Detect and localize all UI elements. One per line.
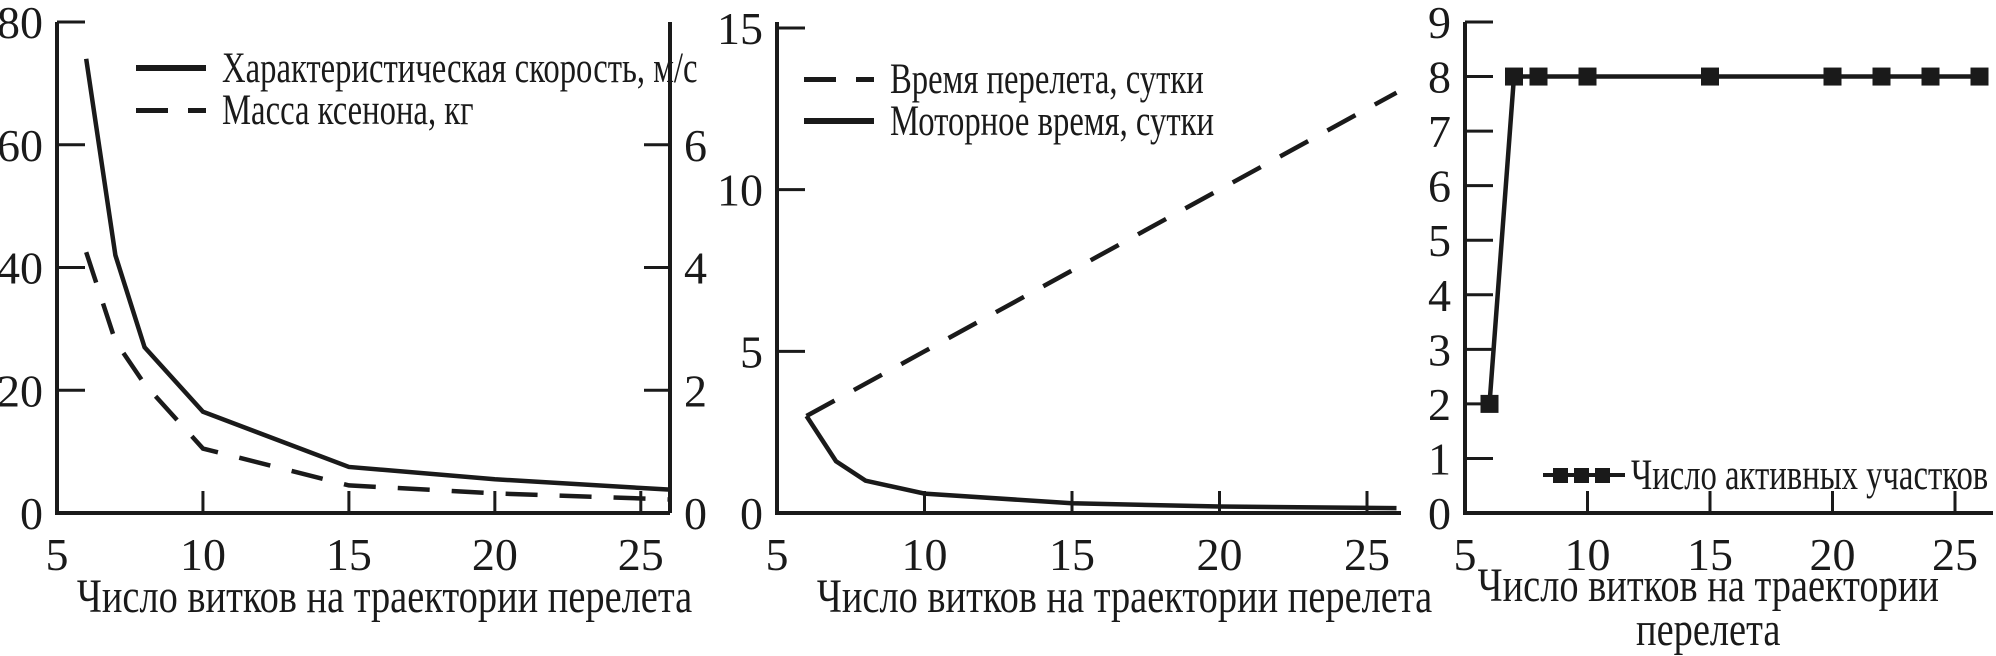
- svg-text:20: 20: [472, 529, 518, 580]
- svg-text:2: 2: [1428, 379, 1451, 430]
- legend-item-velocity: Характеристическая скорость, м/с: [136, 45, 848, 92]
- svg-text:8: 8: [1428, 52, 1451, 103]
- svg-text:6: 6: [684, 120, 707, 171]
- legend-label: Характеристическая скорость, м/с: [222, 44, 698, 92]
- svg-text:25: 25: [1932, 529, 1978, 580]
- svg-text:5: 5: [46, 529, 69, 580]
- svg-text:1: 1: [1428, 433, 1451, 484]
- svg-text:60: 60: [0, 120, 43, 171]
- svg-text:20: 20: [1197, 529, 1243, 580]
- panel-characteristic-velocity: 5 10 15 20 25 0 20 40 60 80 0 2 4 6 Характеристическа…: [0, 0, 740, 653]
- svg-text:2: 2: [684, 365, 707, 416]
- svg-text:4: 4: [684, 243, 707, 294]
- velocity-xenon-chart: 5 10 15 20 25 0 20 40 60 80 0 2 4 6: [0, 0, 707, 580]
- svg-text:15: 15: [1049, 529, 1095, 580]
- svg-text:15: 15: [1687, 529, 1733, 580]
- svg-text:6: 6: [1428, 161, 1451, 212]
- svg-text:40: 40: [0, 243, 43, 294]
- svg-text:0: 0: [1428, 488, 1451, 539]
- svg-text:9: 9: [1428, 0, 1451, 48]
- svg-text:5: 5: [1454, 529, 1477, 580]
- svg-text:15: 15: [326, 529, 372, 580]
- svg-text:7: 7: [1428, 106, 1451, 157]
- legend: Время перелета, сутки Моторное время, су…: [804, 56, 1316, 145]
- legend-item-xenon-mass: Масса ксенона, кг: [136, 87, 848, 134]
- svg-text:10: 10: [1565, 529, 1611, 580]
- x-axis-label: Число витков на траектории перелета: [816, 570, 1433, 623]
- svg-text:80: 80: [0, 0, 43, 48]
- legend: Число активных участков: [1543, 452, 1996, 499]
- legend-item-flight-time: Время перелета, сутки: [804, 56, 1316, 103]
- svg-text:20: 20: [0, 365, 43, 416]
- legend-item-active-segments: Число активных участков: [1543, 452, 1996, 499]
- svg-text:4: 4: [1428, 270, 1451, 321]
- svg-text:10: 10: [902, 529, 948, 580]
- legend-label: Моторное время, сутки: [890, 97, 1214, 145]
- svg-text:0: 0: [740, 488, 763, 539]
- legend-label: Число активных участков: [1631, 451, 1989, 499]
- svg-text:3: 3: [1428, 324, 1451, 375]
- svg-text:25: 25: [1344, 529, 1390, 580]
- square-marker-line-sample: [1543, 467, 1625, 483]
- svg-text:10: 10: [717, 165, 763, 216]
- legend-label: Время перелета, сутки: [890, 55, 1204, 103]
- dashed-line-sample: [136, 107, 206, 113]
- svg-text:15: 15: [717, 3, 763, 54]
- svg-text:0: 0: [20, 488, 43, 539]
- solid-line-sample: [804, 118, 874, 124]
- legend: Характеристическая скорость, м/с Масса к…: [136, 45, 848, 134]
- legend-item-motor-time: Моторное время, сутки: [804, 98, 1316, 145]
- square-marker: [1595, 467, 1610, 483]
- legend-label: Масса ксенона, кг: [222, 86, 474, 134]
- x-axis-label: Число витков на траектории перелета: [1477, 559, 1939, 656]
- square-marker: [1574, 467, 1589, 483]
- svg-text:10: 10: [180, 529, 226, 580]
- panel-active-segments: 5 10 15 20 25 0 1 2 3 4 5 6 7 8 9 Число активных участ…: [1420, 0, 1996, 656]
- svg-text:5: 5: [766, 529, 789, 580]
- dashed-line-sample: [804, 76, 874, 82]
- svg-text:20: 20: [1810, 529, 1856, 580]
- x-axis-label: Число витков на траектории перелета: [76, 570, 693, 623]
- panel-flight-motor-time: 5 10 15 20 25 0 5 10 15 Время перелета, сутки Мо…: [717, 0, 1433, 653]
- svg-text:5: 5: [740, 326, 763, 377]
- svg-text:0: 0: [684, 488, 707, 539]
- svg-text:5: 5: [1428, 215, 1451, 266]
- svg-text:25: 25: [618, 529, 664, 580]
- solid-line-sample: [136, 65, 206, 71]
- square-marker: [1553, 467, 1568, 483]
